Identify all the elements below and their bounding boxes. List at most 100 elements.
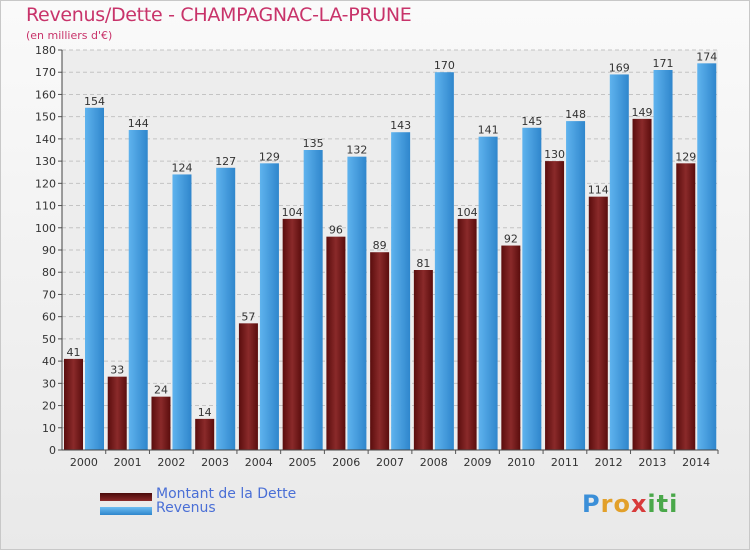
data-label-revenus: 124: [171, 161, 192, 174]
data-label-revenus: 171: [653, 57, 674, 70]
legend-swatch-revenus: [100, 507, 152, 515]
data-label-revenus: 129: [259, 150, 280, 163]
y-tick-label: 30: [42, 377, 56, 390]
chart-title: Revenus/Dette - CHAMPAGNAC-LA-PRUNE: [26, 4, 412, 26]
x-tick-label: 2014: [682, 456, 710, 469]
data-label-dette: 96: [329, 224, 343, 237]
bar-revenus: [347, 156, 367, 450]
y-tick-label: 180: [35, 44, 56, 57]
data-label-revenus: 174: [696, 50, 717, 63]
data-label-dette: 104: [457, 206, 478, 219]
bar-revenus: [566, 121, 586, 450]
bar-dette: [282, 218, 302, 450]
bar-revenus: [216, 167, 236, 450]
y-tick-label: 50: [42, 333, 56, 346]
bar-revenus: [391, 132, 411, 450]
logo-letter: i: [647, 490, 657, 518]
data-label-dette: 14: [198, 406, 212, 419]
x-tick-label: 2005: [289, 456, 317, 469]
bar-revenus: [259, 163, 279, 451]
y-tick-label: 10: [42, 422, 56, 435]
data-label-revenus: 169: [609, 61, 630, 74]
bar-revenus: [434, 72, 454, 450]
proxiti-logo: Proxiti: [582, 490, 678, 518]
bar-dette: [370, 252, 390, 450]
legend-swatch-dette: [100, 493, 152, 501]
data-label-dette: 41: [67, 346, 81, 359]
bar-revenus: [478, 136, 498, 450]
y-tick-label: 70: [42, 288, 56, 301]
data-label-dette: 24: [154, 384, 168, 397]
legend-label-revenus: Revenus: [156, 500, 216, 516]
logo-letter: r: [600, 490, 614, 518]
bar-dette: [588, 196, 608, 450]
data-label-dette: 149: [632, 106, 653, 119]
y-tick-label: 90: [42, 244, 56, 257]
y-tick-label: 140: [35, 133, 56, 146]
y-tick-label: 60: [42, 311, 56, 324]
bar-dette: [545, 161, 565, 450]
x-tick-label: 2001: [114, 456, 142, 469]
logo-letter: i: [669, 490, 679, 518]
bar-dette: [107, 376, 127, 450]
x-tick-label: 2011: [551, 456, 579, 469]
y-tick-label: 160: [35, 88, 56, 101]
bar-revenus: [128, 130, 148, 450]
data-label-revenus: 132: [346, 144, 367, 157]
bar-revenus: [172, 174, 192, 450]
bar-dette: [64, 358, 83, 450]
x-tick-label: 2000: [70, 456, 98, 469]
logo-letter: o: [613, 490, 631, 518]
logo-letter: P: [582, 490, 601, 518]
bar-revenus: [697, 63, 717, 450]
data-label-revenus: 135: [303, 137, 324, 150]
data-label-revenus: 170: [434, 59, 455, 72]
x-tick-label: 2008: [420, 456, 448, 469]
x-tick-label: 2002: [157, 456, 185, 469]
y-tick-label: 100: [35, 222, 56, 235]
data-label-dette: 130: [544, 148, 565, 161]
bar-dette: [413, 270, 433, 450]
bar-revenus: [85, 107, 104, 451]
bar-dette: [676, 163, 696, 451]
data-label-revenus: 143: [390, 119, 411, 132]
bar-revenus: [522, 127, 542, 451]
bar-revenus: [609, 74, 629, 450]
data-label-dette: 33: [110, 364, 124, 377]
bar-dette: [195, 418, 215, 450]
y-tick-label: 110: [35, 200, 56, 213]
data-label-dette: 114: [588, 184, 609, 197]
data-label-revenus: 148: [565, 108, 586, 121]
data-label-revenus: 127: [215, 155, 236, 168]
data-label-dette: 104: [282, 206, 303, 219]
x-tick-label: 2009: [463, 456, 491, 469]
data-label-dette: 57: [241, 310, 255, 323]
bar-revenus: [653, 70, 673, 450]
y-tick-label: 150: [35, 111, 56, 124]
data-label-dette: 81: [416, 257, 430, 270]
bar-dette: [326, 236, 346, 450]
data-label-revenus: 154: [84, 95, 105, 108]
logo-letter: t: [656, 490, 670, 518]
data-label-dette: 129: [675, 150, 696, 163]
bar-dette: [151, 396, 171, 450]
chart-subtitle: (en milliers d'€): [26, 29, 113, 42]
y-tick-label: 130: [35, 155, 56, 168]
bar-dette: [457, 218, 477, 450]
data-label-revenus: 141: [478, 124, 499, 137]
y-tick-label: 20: [42, 400, 56, 413]
bar-dette: [501, 245, 521, 450]
y-tick-label: 170: [35, 66, 56, 79]
bar-dette: [632, 118, 652, 450]
data-label-revenus: 144: [128, 117, 149, 130]
legend-label-dette: Montant de la Dette: [156, 486, 297, 502]
data-label-revenus: 145: [521, 115, 542, 128]
data-label-dette: 89: [373, 239, 387, 252]
y-tick-label: 80: [42, 266, 56, 279]
x-tick-label: 2012: [595, 456, 623, 469]
x-tick-label: 2003: [201, 456, 229, 469]
bar-revenus: [303, 150, 323, 450]
x-tick-label: 2006: [332, 456, 360, 469]
y-tick-label: 120: [35, 177, 56, 190]
